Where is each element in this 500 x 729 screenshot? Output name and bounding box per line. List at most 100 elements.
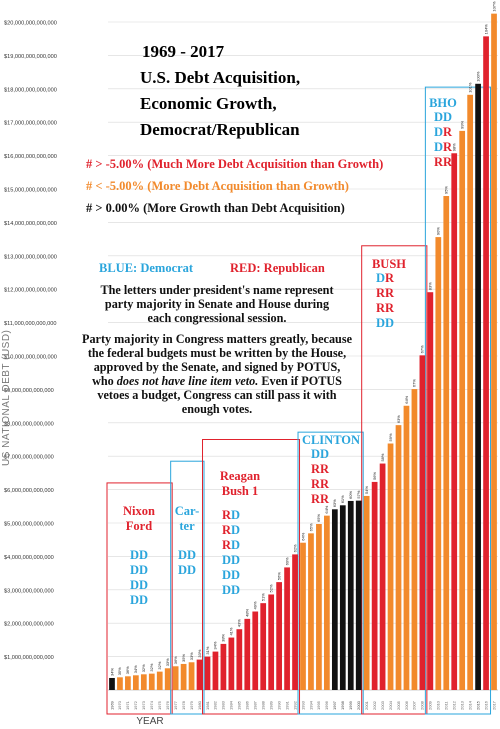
y-tick-label: $1,000,000,000,000: [4, 655, 54, 661]
republican-majority-letter: R: [320, 477, 330, 491]
democrat-majority-letter: D: [231, 523, 241, 537]
bar-value-label: 101%: [467, 82, 472, 93]
bar: [339, 505, 346, 690]
bar: [212, 651, 219, 690]
era-label-clinton: CLINTON: [300, 433, 362, 448]
y-tick-label: $8,000,000,000,000: [4, 421, 54, 427]
democrat-majority-letter: D: [231, 568, 241, 582]
x-tick-label: 2009: [428, 700, 433, 710]
key-orange: # < -5.00% (More Debt Acquisition than G…: [86, 179, 349, 193]
bar-value-label: 104%: [483, 24, 488, 35]
bar-value-label: 58%: [380, 453, 385, 461]
x-tick-label: 1970: [117, 700, 122, 710]
bar: [475, 83, 481, 691]
title-line-1: U.S. Debt Acquisition,: [140, 68, 301, 87]
x-tick-label: 2012: [452, 700, 457, 710]
title-line-2: Economic Growth,: [140, 94, 277, 113]
x-tick-label: 1978: [181, 700, 186, 710]
x-tick-label: 1975: [157, 700, 162, 710]
x-tick-label: 2017: [491, 700, 496, 710]
republican-majority-letter: R: [385, 301, 395, 315]
bar-value-label: 64%: [324, 505, 329, 513]
bar: [324, 515, 330, 690]
era-majority-clinton: DD RR RR RR: [300, 447, 340, 507]
era-box: [297, 431, 364, 715]
note-budget-emphasis: does not have line item veto.: [116, 374, 259, 388]
era-box: [202, 439, 301, 715]
x-tick-label: 2007: [412, 700, 417, 710]
era-name-line: Nixon: [123, 504, 155, 518]
bar: [204, 656, 211, 690]
bar: [300, 542, 306, 690]
bar: [459, 130, 466, 690]
republican-majority-letter: R: [443, 140, 453, 154]
era-label-reagan-bush: Reagan Bush 1: [205, 469, 275, 499]
bar: [403, 405, 410, 690]
bar-value-label: 67%: [420, 345, 425, 353]
bar: [180, 663, 187, 690]
democrat-majority-letter: D: [221, 553, 231, 567]
bar-value-label: 64%: [404, 395, 409, 403]
bar: [156, 671, 163, 690]
bar-value-label: 33%: [165, 658, 170, 666]
republican-majority-letter: R: [310, 462, 320, 476]
note-budget: Party majority in Congress matters great…: [82, 332, 352, 416]
y-tick-label: $2,000,000,000,000: [4, 622, 54, 628]
x-tick-label: 1994: [308, 700, 313, 710]
x-tick-label: 2008: [420, 700, 425, 710]
democrat-majority-letter: D: [231, 583, 241, 597]
bar-value-label: 67%: [412, 379, 417, 387]
x-tick-label: 2014: [467, 700, 472, 710]
democrat-majority-letter: D: [139, 593, 149, 607]
bar-value-label: 32%: [141, 664, 146, 672]
bar: [451, 153, 458, 691]
title-line-3: Democrat/Republican: [140, 120, 300, 139]
bar-value-label: 35%: [117, 667, 122, 675]
x-tick-label: 1976: [165, 700, 170, 710]
bar-value-label: 56%: [372, 471, 377, 479]
x-tick-label: 1988: [261, 700, 266, 710]
bar: [387, 443, 394, 690]
x-tick-label: 1991: [284, 700, 289, 710]
bar-value-label: 56%: [276, 572, 281, 580]
bar-value-label: 63%: [332, 499, 337, 507]
bar-value-label: 98%: [452, 143, 457, 151]
bar: [109, 677, 115, 690]
legend-democrat: BLUE: Democrat: [99, 261, 194, 275]
bar: [379, 463, 386, 690]
bar-value-label: 54%: [364, 485, 369, 493]
republican-majority-letter: R: [320, 462, 330, 476]
bar-value-label: 34%: [213, 641, 218, 649]
bar: [427, 292, 434, 690]
x-tick-labels: 1969 1970 1971 1972 1973 1974 1975 1976 1977 1978…: [109, 700, 496, 710]
republican-majority-letter: R: [221, 523, 231, 537]
bar-value-label: 51%: [261, 593, 266, 601]
x-tick-label: 1993: [300, 700, 305, 710]
era-name-line: BHO: [429, 96, 457, 110]
democrat-majority-letter: D: [177, 563, 187, 577]
bar: [483, 36, 489, 690]
note-letters: The letters under president's name repre…: [100, 283, 334, 325]
bar: [268, 594, 275, 690]
y-tick-label: $15,000,000,000,000: [4, 188, 57, 194]
democrat-majority-letter: D: [139, 563, 149, 577]
x-tick-label: 1990: [276, 700, 281, 710]
bar-value-label: 33%: [189, 652, 194, 660]
bar-value-label: 65%: [308, 523, 313, 531]
democrat-majority-letter: D: [129, 578, 139, 592]
bar: [132, 675, 139, 690]
democrat-majority-letter: D: [385, 316, 395, 330]
bar-value-label: 52%: [268, 584, 273, 592]
democrat-majority-letter: D: [433, 125, 443, 139]
democrat-majority-letter: D: [433, 110, 443, 124]
y-axis-title: US NATIONAL DEBT (USD): [1, 330, 12, 466]
bar: [117, 677, 123, 690]
bar: [443, 196, 450, 691]
bar-value-label: 36%: [125, 666, 130, 674]
bar-value-label: 83%: [428, 282, 433, 290]
x-tick-label: 1986: [245, 700, 250, 710]
x-tick-label: 1974: [149, 700, 154, 710]
democrat-majority-letter: D: [375, 316, 385, 330]
era-box: [361, 245, 428, 715]
x-tick-label: 2011: [444, 701, 449, 710]
